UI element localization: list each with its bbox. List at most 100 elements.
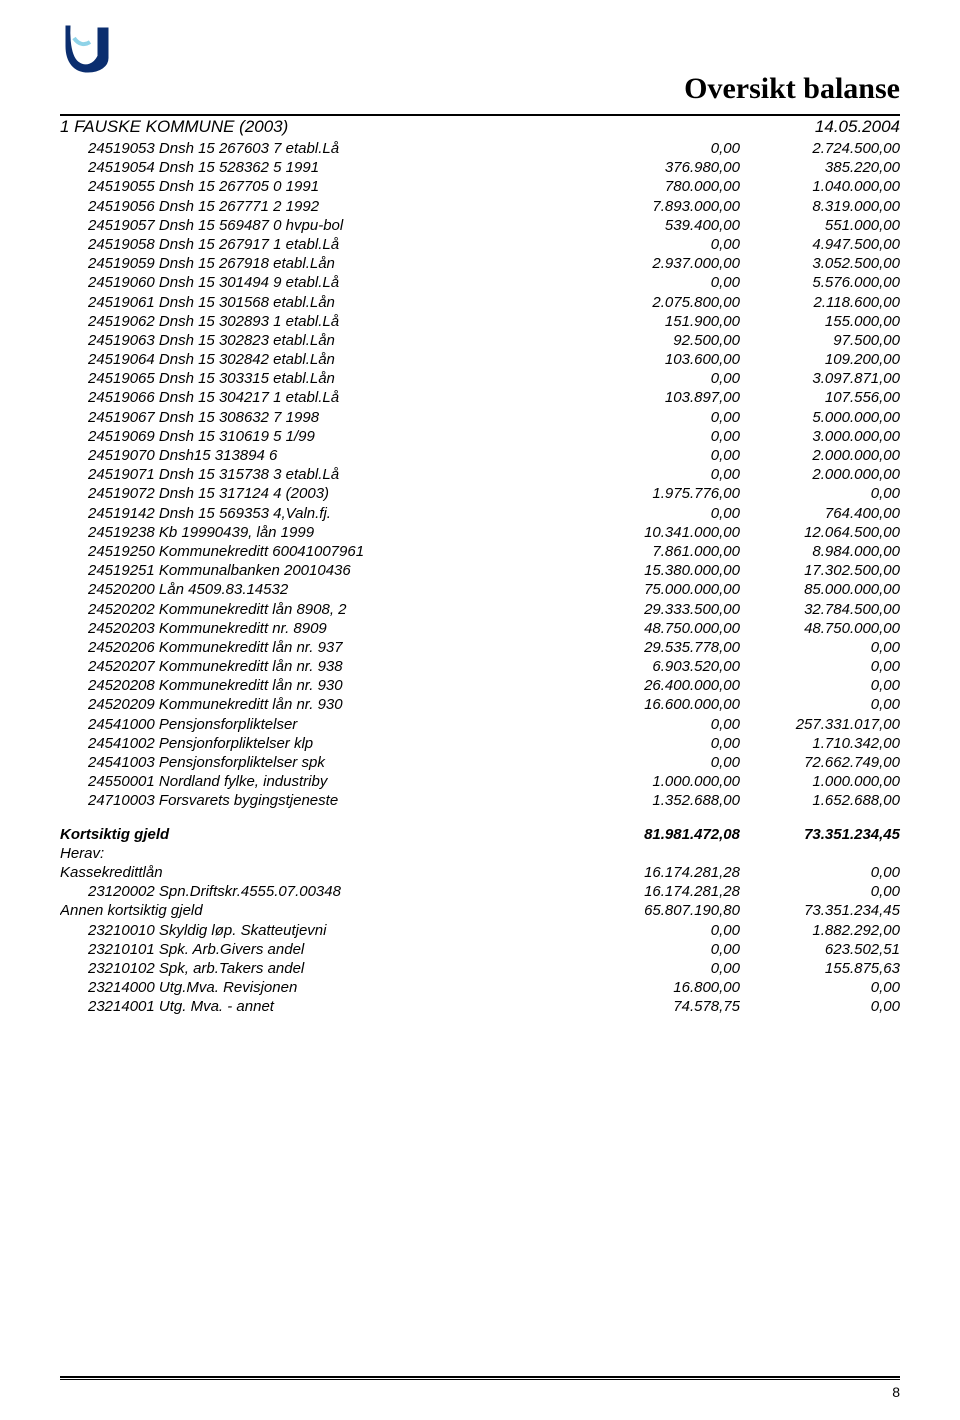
row-label: 24520200 Lån 4509.83.14532 bbox=[88, 580, 580, 599]
row-value-1: 26.400.000,00 bbox=[580, 676, 740, 695]
row-value-1: 65.807.190,80 bbox=[580, 901, 740, 920]
row-label: 24519055 Dnsh 15 267705 0 1991 bbox=[88, 177, 580, 196]
table-row: 23214001 Utg. Mva. - annet74.578,750,00 bbox=[60, 997, 900, 1016]
table-row: 24519238 Kb 19990439, lån 199910.341.000… bbox=[60, 523, 900, 542]
row-label: 24519058 Dnsh 15 267917 1 etabl.Lå bbox=[88, 235, 580, 254]
row-label: 24519069 Dnsh 15 310619 5 1/99 bbox=[88, 427, 580, 446]
row-value-1: 10.341.000,00 bbox=[580, 523, 740, 542]
row-value-2: 5.576.000,00 bbox=[740, 273, 900, 292]
row-label: 24520206 Kommunekreditt lån nr. 937 bbox=[88, 638, 580, 657]
row-label: 24710003 Forsvarets bygingstjeneste bbox=[88, 791, 580, 810]
table-row: 24520203 Kommunekreditt nr. 890948.750.0… bbox=[60, 619, 900, 638]
row-label: 24520202 Kommunekreditt lån 8908, 2 bbox=[88, 600, 580, 619]
row-label: 24519062 Dnsh 15 302893 1 etabl.Lå bbox=[88, 312, 580, 331]
row-label: 23210102 Spk, arb.Takers andel bbox=[88, 959, 580, 978]
table-row: 24519062 Dnsh 15 302893 1 etabl.Lå151.90… bbox=[60, 312, 900, 331]
row-value-1: 0,00 bbox=[580, 465, 740, 484]
row-value-2: 8.984.000,00 bbox=[740, 542, 900, 561]
table-row: 24519066 Dnsh 15 304217 1 etabl.Lå103.89… bbox=[60, 388, 900, 407]
row-value-1: 0,00 bbox=[580, 959, 740, 978]
row-label: 23214001 Utg. Mva. - annet bbox=[88, 997, 580, 1016]
row-value-2: 2.118.600,00 bbox=[740, 293, 900, 312]
table-row: 23210101 Spk. Arb.Givers andel0,00623.50… bbox=[60, 940, 900, 959]
table-row: 24519061 Dnsh 15 301568 etabl.Lån2.075.8… bbox=[60, 293, 900, 312]
row-value-1: 1.975.776,00 bbox=[580, 484, 740, 503]
row-value-1: 151.900,00 bbox=[580, 312, 740, 331]
row-value-2: 0,00 bbox=[740, 997, 900, 1016]
row-value-1: 0,00 bbox=[580, 940, 740, 959]
row-value-1: 74.578,75 bbox=[580, 997, 740, 1016]
row-label: 24541002 Pensjonforpliktelser klp bbox=[88, 734, 580, 753]
row-label: 24519061 Dnsh 15 301568 etabl.Lån bbox=[88, 293, 580, 312]
row-value-2: 72.662.749,00 bbox=[740, 753, 900, 772]
row-value-2: 2.724.500,00 bbox=[740, 139, 900, 158]
row-label: 24519072 Dnsh 15 317124 4 (2003) bbox=[88, 484, 580, 503]
table-row: 24710003 Forsvarets bygingstjeneste1.352… bbox=[60, 791, 900, 810]
row-label: 24519071 Dnsh 15 315738 3 etabl.Lå bbox=[88, 465, 580, 484]
table-row: 24519054 Dnsh 15 528362 5 1991376.980,00… bbox=[60, 158, 900, 177]
row-value-2: 1.652.688,00 bbox=[740, 791, 900, 810]
table-row: 23214000 Utg.Mva. Revisjonen16.800,000,0… bbox=[60, 978, 900, 997]
row-value-1: 0,00 bbox=[580, 369, 740, 388]
row-value-2: 5.000.000,00 bbox=[740, 408, 900, 427]
row-value-2: 3.097.871,00 bbox=[740, 369, 900, 388]
row-value-2: 48.750.000,00 bbox=[740, 619, 900, 638]
row-label: 24541000 Pensjonsforpliktelser bbox=[88, 715, 580, 734]
table-row: 24520209 Kommunekreditt lån nr. 93016.60… bbox=[60, 695, 900, 714]
row-label: 23214000 Utg.Mva. Revisjonen bbox=[88, 978, 580, 997]
row-label: 23210010 Skyldig løp. Skatteutjevni bbox=[88, 921, 580, 940]
table-row: Kassekredittlån16.174.281,280,00 bbox=[60, 863, 900, 882]
table-row: 24519071 Dnsh 15 315738 3 etabl.Lå0,002.… bbox=[60, 465, 900, 484]
row-value-2: 109.200,00 bbox=[740, 350, 900, 369]
logo-icon bbox=[60, 18, 116, 74]
row-value-1: 16.600.000,00 bbox=[580, 695, 740, 714]
row-label: 24519064 Dnsh 15 302842 etabl.Lån bbox=[88, 350, 580, 369]
table-row: 24519058 Dnsh 15 267917 1 etabl.Lå0,004.… bbox=[60, 235, 900, 254]
row-value-2: 12.064.500,00 bbox=[740, 523, 900, 542]
row-value-1: 103.600,00 bbox=[580, 350, 740, 369]
table-row: Kortsiktig gjeld81.981.472,0873.351.234,… bbox=[60, 825, 900, 844]
row-value-2: 97.500,00 bbox=[740, 331, 900, 350]
row-value-1: 376.980,00 bbox=[580, 158, 740, 177]
table-row: 24519055 Dnsh 15 267705 0 1991780.000,00… bbox=[60, 177, 900, 196]
row-value-1: 16.800,00 bbox=[580, 978, 740, 997]
row-value-2: 32.784.500,00 bbox=[740, 600, 900, 619]
row-value-2: 0,00 bbox=[740, 638, 900, 657]
row-value-1: 92.500,00 bbox=[580, 331, 740, 350]
row-value-2: 0,00 bbox=[740, 484, 900, 503]
table-row: 24519142 Dnsh 15 569353 4,Valn.fj.0,0076… bbox=[60, 504, 900, 523]
table-row: 24541003 Pensjonsforpliktelser spk0,0072… bbox=[60, 753, 900, 772]
table-row: 23210010 Skyldig løp. Skatteutjevni0,001… bbox=[60, 921, 900, 940]
row-value-1: 48.750.000,00 bbox=[580, 619, 740, 638]
table-row: Annen kortsiktig gjeld65.807.190,8073.35… bbox=[60, 901, 900, 920]
row-value-2: 623.502,51 bbox=[740, 940, 900, 959]
table-row: 24520206 Kommunekreditt lån nr. 93729.53… bbox=[60, 638, 900, 657]
row-value-2: 0,00 bbox=[740, 676, 900, 695]
row-value-1: 103.897,00 bbox=[580, 388, 740, 407]
balance-table: 24519053 Dnsh 15 267603 7 etabl.Lå0,002.… bbox=[60, 139, 900, 1016]
row-label: Kassekredittlån bbox=[60, 863, 580, 882]
row-value-1: 0,00 bbox=[580, 408, 740, 427]
table-row: 24519060 Dnsh 15 301494 9 etabl.Lå0,005.… bbox=[60, 273, 900, 292]
table-row: 24541002 Pensjonforpliktelser klp0,001.7… bbox=[60, 734, 900, 753]
row-value-2: 2.000.000,00 bbox=[740, 465, 900, 484]
row-label: 24519238 Kb 19990439, lån 1999 bbox=[88, 523, 580, 542]
row-value-1: 0,00 bbox=[580, 734, 740, 753]
row-value-2: 0,00 bbox=[740, 657, 900, 676]
table-row: 24550001 Nordland fylke, industriby1.000… bbox=[60, 772, 900, 791]
row-label: 24519066 Dnsh 15 304217 1 etabl.Lå bbox=[88, 388, 580, 407]
row-value-2: 73.351.234,45 bbox=[740, 825, 900, 844]
row-value-2: 385.220,00 bbox=[740, 158, 900, 177]
row-label: Kortsiktig gjeld bbox=[60, 825, 580, 844]
row-value-1: 16.174.281,28 bbox=[580, 882, 740, 901]
table-row: 24519072 Dnsh 15 317124 4 (2003)1.975.77… bbox=[60, 484, 900, 503]
row-value-1: 0,00 bbox=[580, 504, 740, 523]
row-label: 24519054 Dnsh 15 528362 5 1991 bbox=[88, 158, 580, 177]
row-value-1: 0,00 bbox=[580, 139, 740, 158]
row-value-1: 2.075.800,00 bbox=[580, 293, 740, 312]
row-value-2: 1.882.292,00 bbox=[740, 921, 900, 940]
table-row: 24519057 Dnsh 15 569487 0 hvpu-bol539.40… bbox=[60, 216, 900, 235]
row-value-2: 1.710.342,00 bbox=[740, 734, 900, 753]
table-row: 24519069 Dnsh 15 310619 5 1/990,003.000.… bbox=[60, 427, 900, 446]
rule-thick bbox=[60, 114, 900, 116]
